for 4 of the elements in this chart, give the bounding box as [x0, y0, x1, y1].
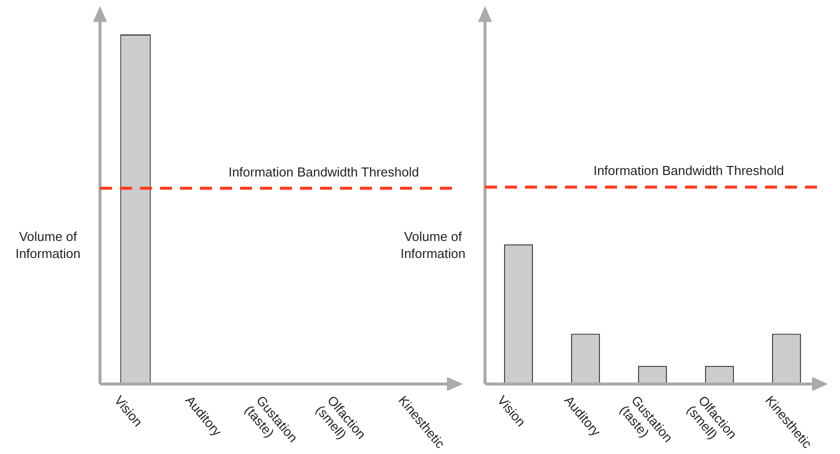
- y-axis-title: Volume of Information: [14, 228, 82, 262]
- ref-line-label: Information Bandwidth Threshold: [228, 164, 419, 180]
- ref-line-label: Information Bandwidth Threshold: [593, 163, 784, 178]
- y-axis-title: Volume of Information: [399, 228, 467, 262]
